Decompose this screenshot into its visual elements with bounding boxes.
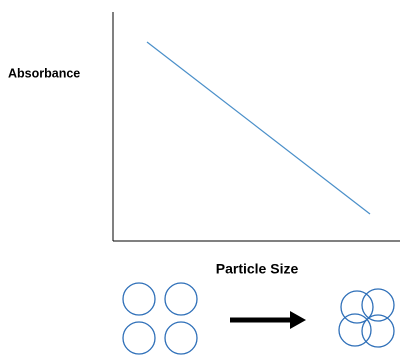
particle: [122, 282, 156, 316]
particle: [338, 313, 372, 347]
particle: [164, 321, 198, 355]
particle: [361, 288, 395, 322]
agglomerated-particles: [338, 288, 395, 348]
x-axis-label: Particle Size: [216, 261, 299, 277]
particle: [361, 314, 395, 348]
trend-line: [146, 41, 371, 215]
particle: [122, 321, 156, 355]
y-axis-label: Absorbance: [8, 66, 80, 80]
dispersed-particles: [122, 282, 198, 355]
particle: [340, 290, 374, 324]
arrow: [230, 311, 306, 329]
arrow-head: [290, 311, 306, 329]
particle: [164, 282, 198, 316]
